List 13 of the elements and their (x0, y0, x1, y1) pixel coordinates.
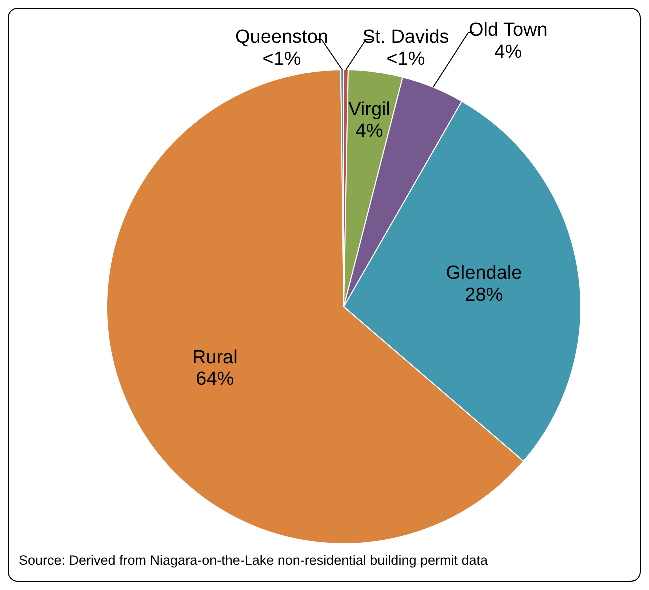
slice-label: Glendale (446, 263, 522, 284)
data-label: <1% (262, 48, 302, 70)
data-label: 4% (356, 121, 384, 142)
data-label: <1% (386, 48, 426, 70)
source-note: Source: Derived from Niagara-on-the-Lake non-residential building permit data (19, 553, 488, 568)
slice-label: Queenston (236, 27, 328, 48)
slice-label: St. Davids (362, 27, 450, 48)
data-label: 64% (196, 369, 234, 390)
slice-label: Rural (192, 347, 238, 368)
slice-label: Old Town (468, 20, 548, 41)
data-label: 28% (465, 285, 504, 306)
data-label: 4% (494, 42, 522, 63)
slice-label: Virgil (348, 99, 390, 120)
